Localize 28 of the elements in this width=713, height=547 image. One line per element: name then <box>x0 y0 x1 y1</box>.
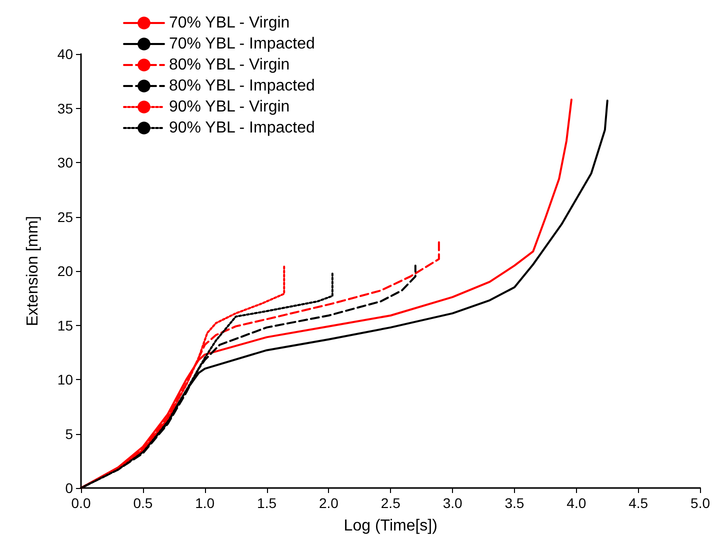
x-tick-label: 2.0 <box>318 495 339 511</box>
y-tick-label: 25 <box>57 208 74 225</box>
y-tick-label: 5 <box>65 426 74 442</box>
legend-label: 90% YBL - Virgin <box>169 98 290 116</box>
y-tick-label: 35 <box>57 100 74 116</box>
y-tick-label: 15 <box>57 317 74 334</box>
x-tick-label: 4.0 <box>566 495 586 511</box>
legend-label: 80% YBL - Impacted <box>169 78 315 94</box>
legend-label: 90% YBL - Impacted <box>169 120 315 136</box>
y-tick-label: 10 <box>57 372 74 388</box>
legend-label: 70% YBL - Impacted <box>169 36 315 52</box>
x-tick-label: 1.5 <box>257 495 277 511</box>
y-tick-label: 40 <box>57 46 74 62</box>
x-axis-title: Log (Time[s]) <box>344 518 438 534</box>
x-tick-label: 3.0 <box>442 495 463 511</box>
legend-label: 70% YBL - Virgin <box>169 14 290 32</box>
x-tick-label: 1.0 <box>195 495 215 511</box>
y-tick-label: 30 <box>57 154 74 170</box>
x-tick-label: 3.5 <box>504 495 524 511</box>
y-tick-label: 0 <box>65 480 74 496</box>
legend-label: 80% YBL - Virgin <box>169 56 290 74</box>
x-tick-label: 0.0 <box>71 495 91 511</box>
x-tick-label: 4.5 <box>628 495 648 511</box>
x-tick-label: 5.0 <box>690 495 710 511</box>
x-tick-label: 0.5 <box>133 495 153 511</box>
y-tick-label: 20 <box>57 263 74 279</box>
y-axis-title: Extension [mm] <box>24 216 42 326</box>
x-tick-label: 2.5 <box>380 495 401 511</box>
